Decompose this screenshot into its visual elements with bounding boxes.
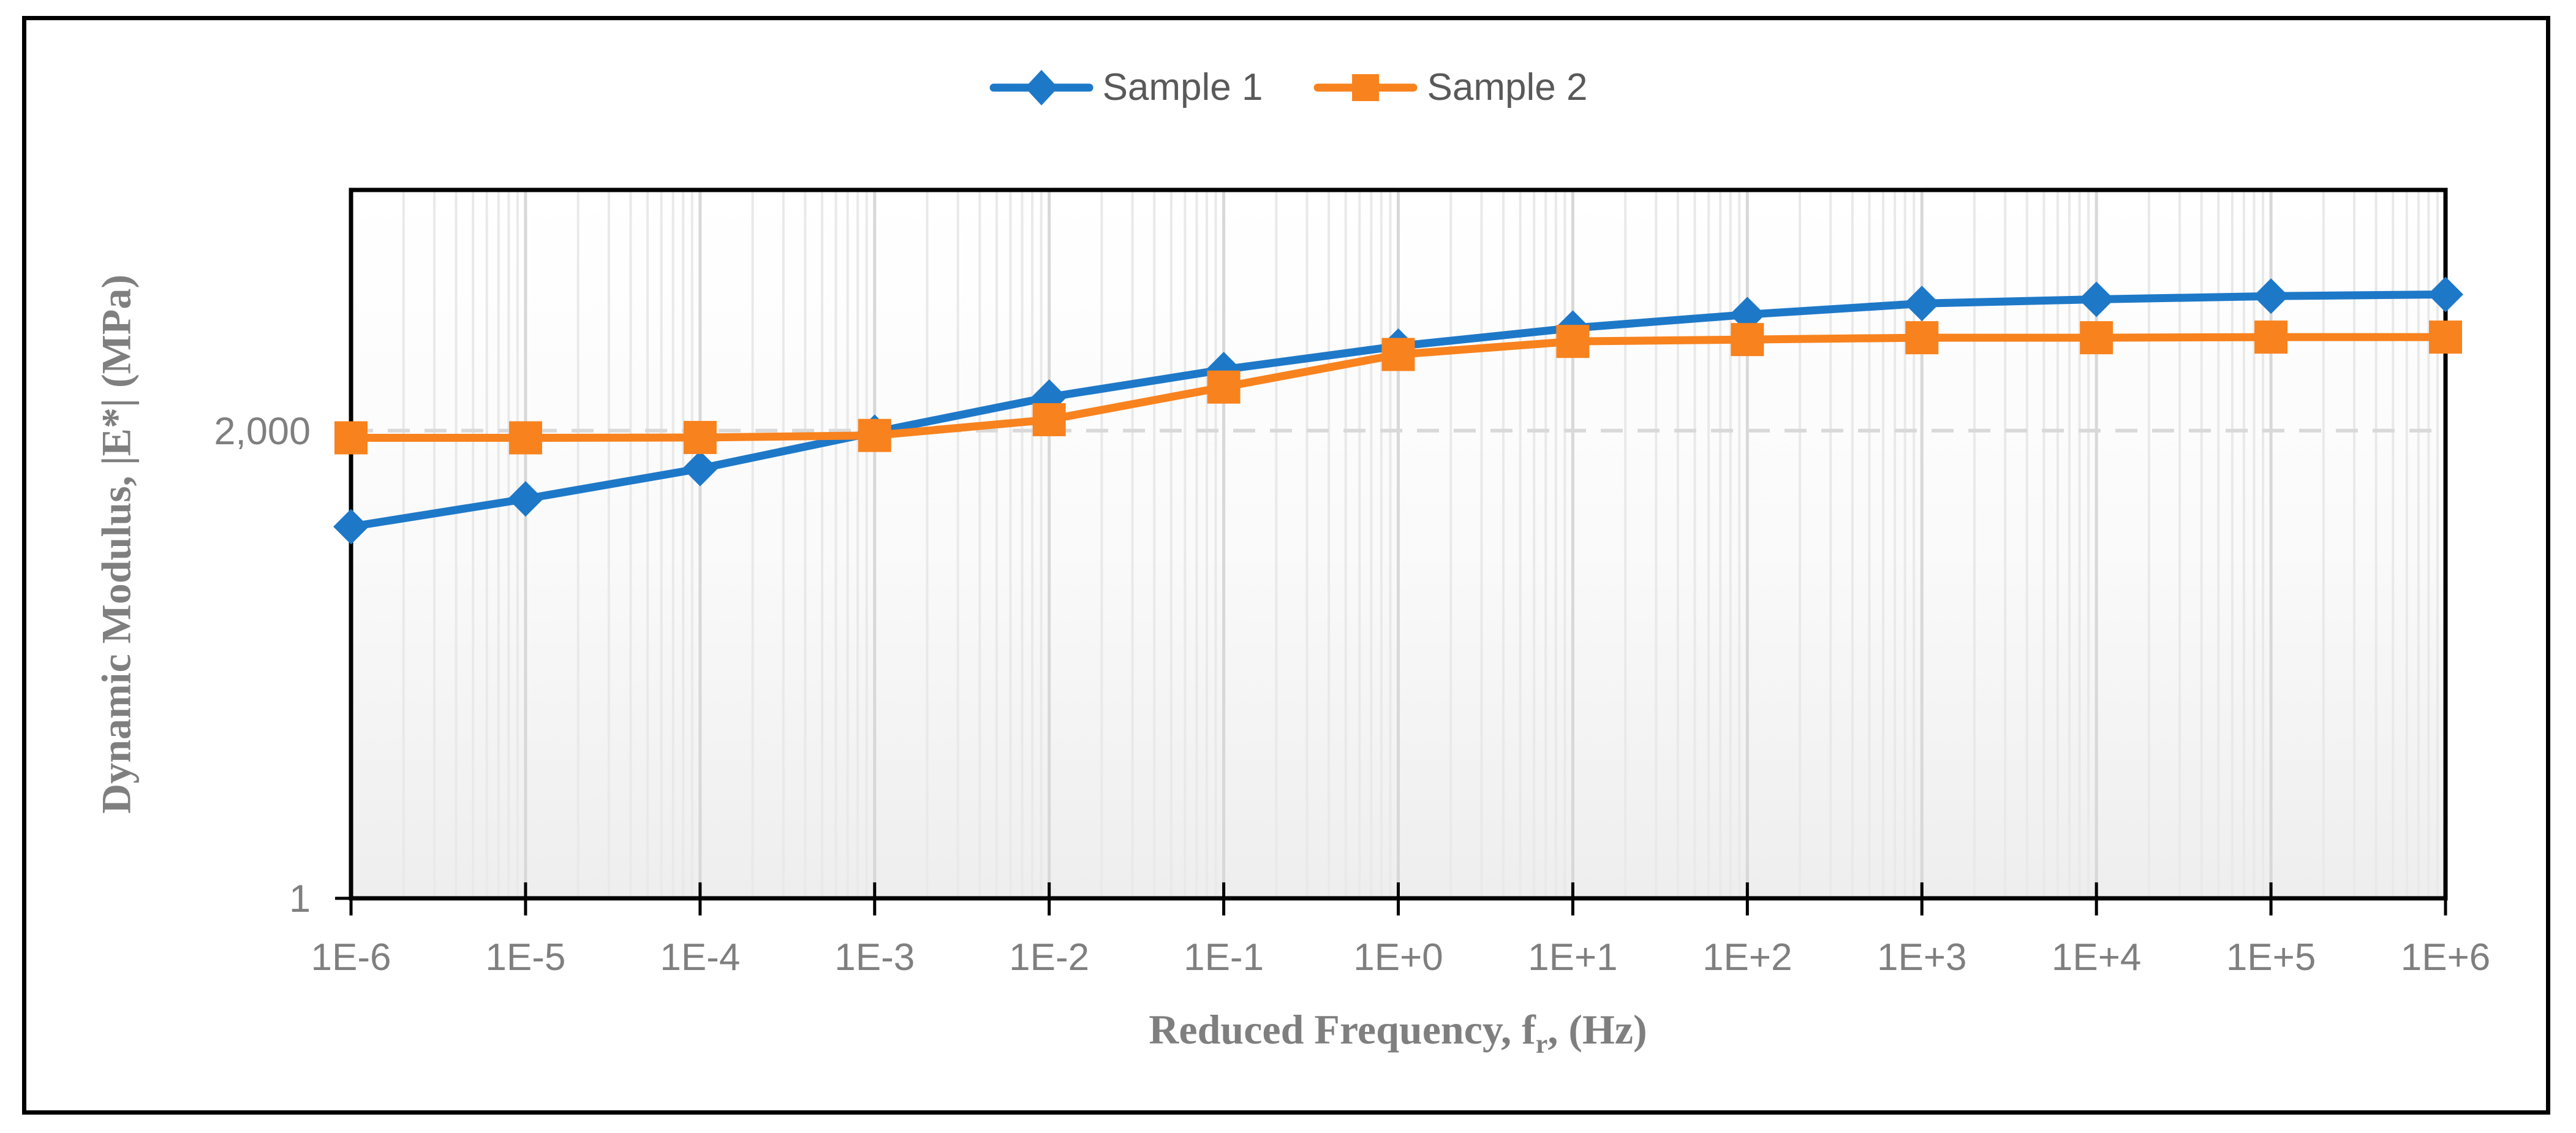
data-point-square: [334, 421, 368, 455]
data-point-diamond: [333, 509, 369, 545]
data-point-square: [2254, 320, 2288, 354]
legend-label: Sample 2: [1427, 66, 1588, 108]
legend-square-marker-icon: [1314, 74, 1418, 101]
x-tick-label: 1E-5: [485, 936, 565, 979]
x-axis-title: Reduced Frequency, fr, (Hz): [1149, 1006, 1647, 1059]
x-tick-label: 1E-1: [1184, 936, 1264, 979]
x-tick-label: 1E+5: [2226, 936, 2316, 979]
x-tick-label: 1E+0: [1353, 936, 1443, 979]
data-point-square: [2429, 320, 2462, 354]
data-point-square: [1731, 323, 1764, 357]
data-point-square: [1381, 338, 1415, 371]
data-point-diamond: [2079, 281, 2115, 317]
data-point-square: [1032, 403, 1066, 436]
x-tick-label: 1E-2: [1009, 936, 1089, 979]
legend-diamond-marker-icon: [989, 70, 1093, 105]
legend-item-sample-1[interactable]: Sample 1: [989, 69, 1263, 107]
data-point-square: [508, 421, 542, 455]
data-point-diamond: [2428, 276, 2463, 313]
data-point-square: [1905, 321, 1939, 355]
data-point-diamond: [507, 481, 543, 517]
x-tick-label: 1E+6: [2401, 936, 2491, 979]
x-tick-label: 1E+3: [1877, 936, 1967, 979]
x-tick-label: 1E+1: [1528, 936, 1618, 979]
data-point-square: [1207, 370, 1241, 404]
data-point-square: [858, 419, 891, 452]
legend-item-sample-2[interactable]: Sample 2: [1313, 66, 1588, 108]
data-point-diamond: [682, 450, 718, 487]
chart-legend: Sample 1 Sample 2: [989, 66, 1588, 108]
data-point-square: [1556, 325, 1590, 358]
data-point-square: [2080, 321, 2113, 355]
x-axis-title-subscript: r: [1535, 1028, 1548, 1059]
legend-label: Sample 1: [1102, 66, 1263, 108]
y-tick-label: 1: [289, 877, 311, 920]
data-point-diamond: [2253, 278, 2289, 314]
x-tick-label: 1E-4: [660, 936, 740, 979]
data-point-diamond: [1904, 286, 1940, 322]
x-tick-label: 1E+4: [2052, 936, 2142, 979]
y-tick-label: 2,000: [214, 410, 311, 453]
x-tick-label: 1E+2: [1702, 936, 1792, 979]
data-point-square: [683, 420, 717, 454]
x-tick-label: 1E-3: [834, 936, 915, 979]
x-tick-label: 1E-6: [311, 936, 391, 979]
